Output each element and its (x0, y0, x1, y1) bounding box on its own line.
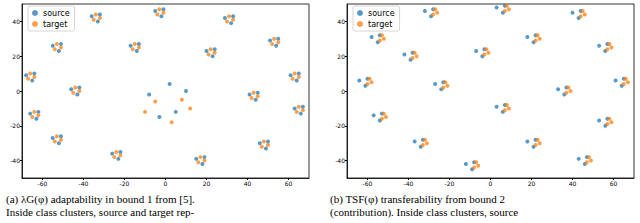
svg-text:40: 40 (569, 180, 577, 187)
svg-text:-20: -20 (10, 122, 20, 129)
svg-text:source: source (43, 9, 70, 18)
svg-text:-20: -20 (335, 122, 345, 129)
html-text:(a) λG(φ) adaptability in boun: (a) λG(φ) adaptability in bound 1 from [… (6, 193, 195, 205)
svg-text:40: 40 (337, 18, 345, 25)
svg-text:60: 60 (610, 180, 618, 187)
svg-text:60: 60 (285, 180, 293, 187)
svg-text:-40: -40 (335, 157, 345, 164)
svg-text:-40: -40 (404, 180, 414, 187)
svg-text:-20: -20 (120, 180, 130, 187)
svg-text:20: 20 (337, 53, 345, 60)
svg-text:target: target (43, 20, 67, 29)
svg-text:0: 0 (16, 88, 20, 95)
svg-text:target: target (368, 20, 392, 29)
svg-text:40: 40 (244, 180, 252, 187)
svg-text:40: 40 (12, 18, 20, 25)
html-text:(b) TSF(φ) transferability fro: (b) TSF(φ) transferability from bound 2 (330, 193, 506, 205)
svg-text:0: 0 (164, 180, 168, 187)
svg-text:-40: -40 (10, 157, 20, 164)
svg-text:source: source (368, 9, 395, 18)
html-text:Inside class clusters, source: Inside class clusters, source and target… (6, 206, 195, 218)
svg-text:-60: -60 (363, 180, 373, 187)
svg-text:-20: -20 (445, 180, 455, 187)
svg-text:0: 0 (489, 180, 493, 187)
svg-text:20: 20 (203, 180, 211, 187)
svg-text:20: 20 (528, 180, 536, 187)
svg-text:-40: -40 (79, 180, 89, 187)
html-text:(contribution). Inside class c: (contribution). Inside class clusters, s… (330, 206, 519, 218)
svg-text:0: 0 (341, 88, 345, 95)
svg-text:-60: -60 (38, 180, 48, 187)
svg-text:20: 20 (12, 53, 20, 60)
